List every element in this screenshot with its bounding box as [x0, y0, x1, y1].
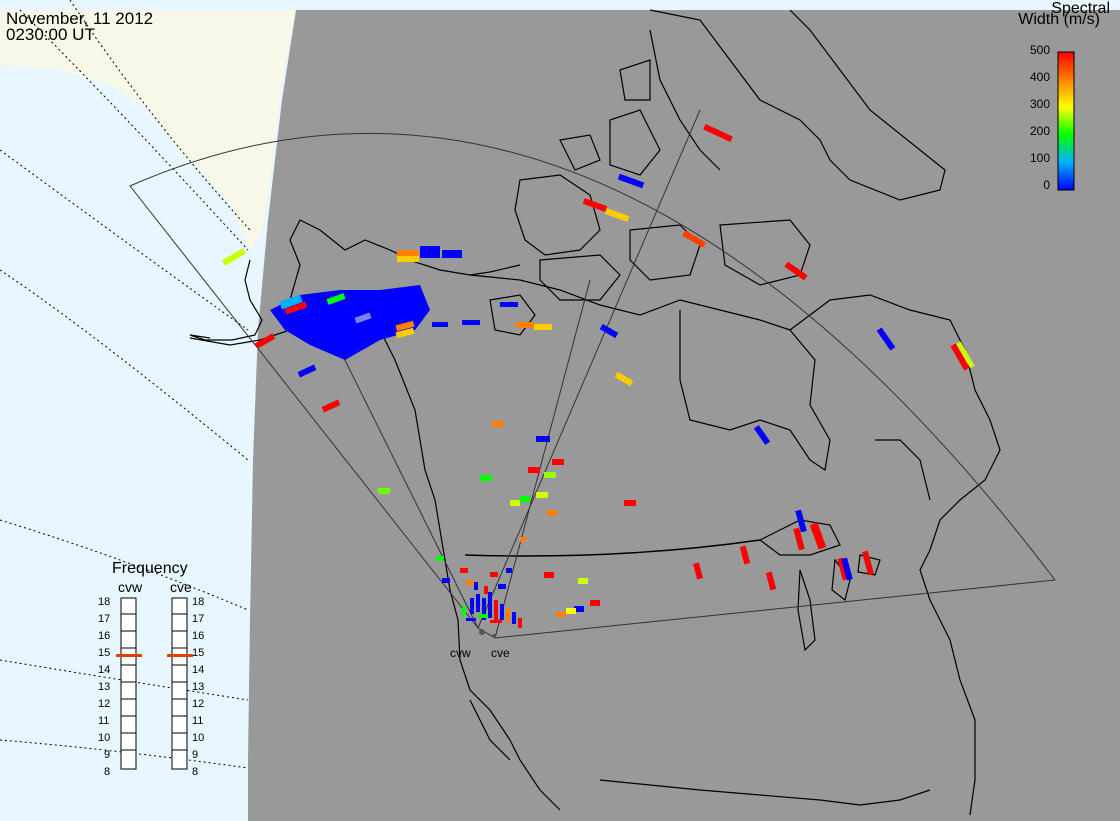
colorbar-tick: 400 — [1029, 70, 1050, 84]
site-label-cvw: cvw — [450, 646, 471, 660]
colorbar-tick: 200 — [1029, 124, 1050, 138]
frequency-tick: 18 — [192, 596, 205, 608]
frequency-tick: 17 — [98, 613, 111, 625]
fov-outline — [129, 109, 1056, 639]
colorbar-tick: 500 — [1029, 43, 1050, 57]
radar-site-marker — [492, 634, 496, 638]
colorbar-tick: 100 — [1029, 151, 1050, 165]
frequency-radar-label-cvw: cvw — [118, 579, 143, 595]
frequency-tick: 15 — [98, 647, 111, 659]
cvw-frequency-marker — [116, 654, 142, 657]
frequency-tick: 14 — [98, 664, 111, 676]
colorbar-tick: 0 — [1043, 178, 1050, 192]
frequency-tick: 15 — [192, 647, 205, 659]
frequency-tick: 10 — [98, 732, 111, 744]
frequency-tick: 16 — [98, 630, 111, 642]
date-label: November, 11 2012 — [6, 9, 154, 28]
site-label-cve: cve — [491, 646, 510, 660]
near-range-echoes — [462, 582, 522, 628]
time-label: 0230:00 UT — [6, 25, 95, 44]
radar-site-marker — [479, 629, 485, 635]
frequency-tick: 11 — [98, 715, 110, 727]
frequency-tick: 17 — [192, 613, 205, 625]
frequency-tick: 11 — [192, 715, 204, 727]
frequency-tick: 13 — [98, 681, 111, 693]
frequency-tick: 13 — [192, 681, 205, 693]
latitude-grid — [0, 0, 251, 769]
colorbar — [1057, 51, 1075, 191]
colorbar-tick: 300 — [1029, 97, 1050, 111]
colorbar-title-line2: Width (m/s) — [1018, 11, 1100, 28]
night-side-shading — [248, 10, 1120, 821]
frequency-tick: 12 — [192, 698, 205, 710]
cve-frequency-marker — [167, 654, 193, 657]
echo-segments — [222, 123, 975, 617]
frequency-title: Frequency — [112, 560, 188, 577]
frequency-tick: 16 — [192, 630, 205, 642]
frequency-tick: 12 — [98, 698, 111, 710]
frequency-radar-label-cve: cve — [170, 579, 192, 595]
frequency-tick: 14 — [192, 664, 205, 676]
scatter-cluster — [270, 285, 430, 360]
frequency-tick: 18 — [98, 596, 111, 608]
frequency-tick: 8 — [192, 766, 199, 778]
land-light-region — [0, 10, 296, 250]
border-line — [464, 539, 761, 557]
colorbar-title-line1: Spectral — [1051, 0, 1110, 17]
frequency-tick: 9 — [104, 749, 111, 761]
frequency-tick: 9 — [192, 749, 199, 761]
frequency-tick: 10 — [192, 732, 205, 744]
frequency-scales — [120, 597, 188, 770]
frequency-tick: 8 — [104, 766, 111, 778]
